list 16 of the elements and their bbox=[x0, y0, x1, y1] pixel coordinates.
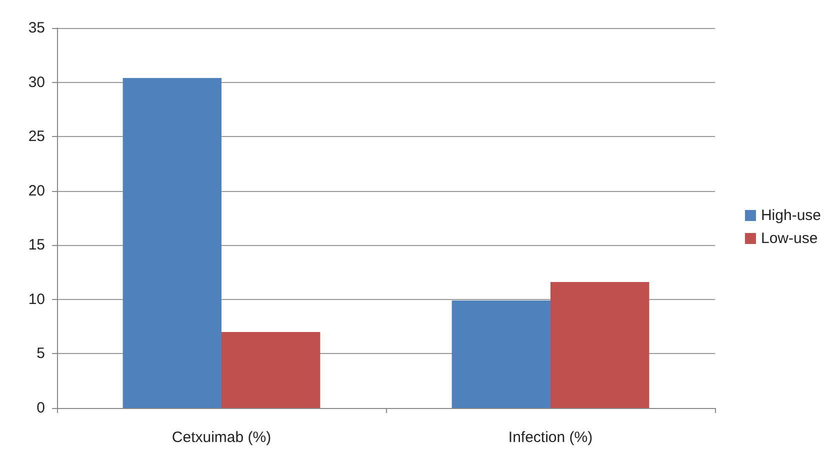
bar bbox=[122, 78, 222, 408]
y-tick-label: 25 bbox=[28, 128, 45, 146]
bar bbox=[452, 300, 550, 408]
bar bbox=[550, 282, 650, 408]
x-tick-label: Infection (%) bbox=[508, 429, 593, 446]
y-tick-label: 10 bbox=[28, 290, 45, 308]
y-tick-label: 15 bbox=[28, 236, 45, 254]
y-tick-label: 35 bbox=[28, 20, 45, 36]
y-tick-label: 0 bbox=[36, 400, 45, 416]
legend-label: Low-use bbox=[760, 230, 818, 247]
y-tick-label: 20 bbox=[28, 182, 45, 200]
y-tick-label: 5 bbox=[36, 345, 45, 362]
x-tick-label: Cetxuimab (%) bbox=[172, 429, 272, 446]
y-tick-label: 30 bbox=[28, 74, 45, 91]
legend-label: High-use bbox=[760, 207, 821, 224]
bar bbox=[222, 332, 320, 408]
